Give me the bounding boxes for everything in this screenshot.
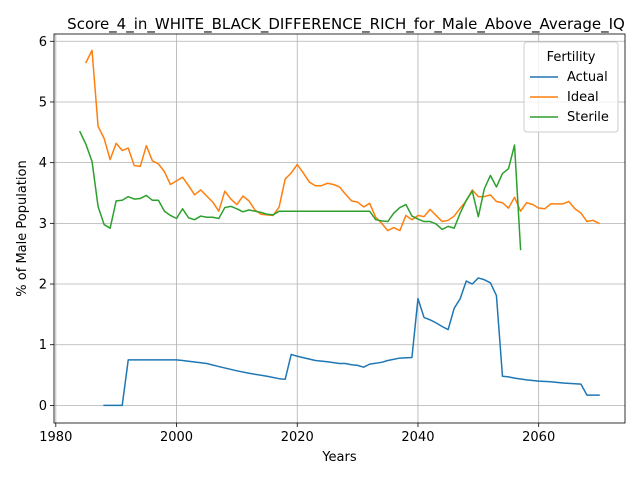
legend: Fertility Actual Ideal Sterile [523, 41, 619, 133]
y-tick-label: 1 [39, 338, 47, 353]
y-tick-label: 6 [39, 35, 47, 50]
legend-label-ideal: Ideal [567, 90, 599, 105]
y-tick-label: 2 [39, 278, 47, 293]
legend-entries: Actual Ideal Sterile [530, 70, 609, 125]
legend-label-actual: Actual [567, 70, 608, 85]
ticks: 1980 2000 2020 2040 2060 0 1 2 3 4 5 6 [39, 35, 556, 445]
series-line-sterile [78, 130, 522, 251]
y-tick-label: 4 [39, 156, 47, 171]
y-tick-label: 0 [39, 399, 47, 414]
series-line-ideal [84, 49, 601, 232]
legend-label-sterile: Sterile [567, 110, 609, 125]
y-tick-label: 3 [39, 217, 47, 232]
x-tick-label: 2020 [281, 430, 314, 445]
y-tick-label: 5 [39, 95, 47, 110]
x-tick-label: 2060 [522, 430, 555, 445]
series-line-actual [103, 277, 600, 407]
x-tick-label: 2040 [401, 430, 434, 445]
x-axis-label: Years [321, 450, 357, 465]
x-tick-label: 2000 [160, 430, 193, 445]
chart-title: Score_4_in_WHITE_BLACK_DIFFERENCE_RICH_f… [67, 15, 625, 34]
plot-frame [53, 33, 626, 424]
y-axis-label: % of Male Population [15, 160, 30, 296]
legend-box [523, 41, 619, 133]
x-tick-label: 1980 [39, 430, 72, 445]
series-layer [78, 49, 601, 407]
legend-title: Fertility [547, 50, 596, 65]
